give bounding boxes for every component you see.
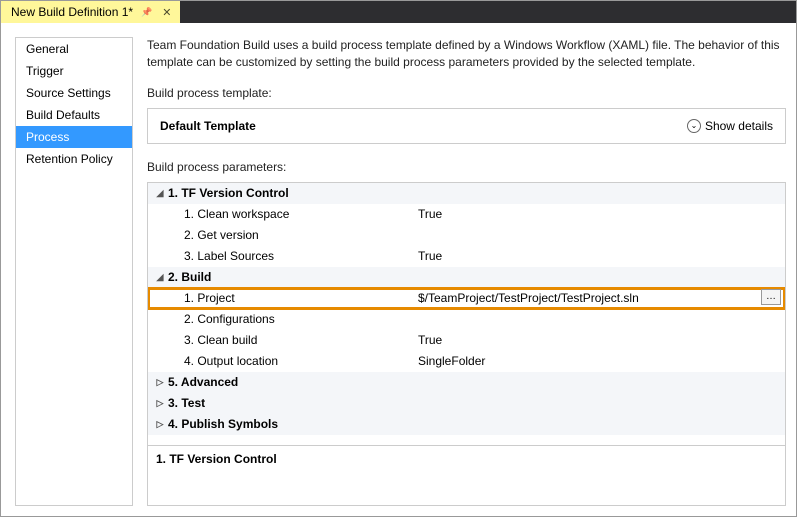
template-box: Default Template ⌄ Show details	[147, 108, 786, 144]
collapse-icon[interactable]: ◢	[154, 188, 166, 199]
sidebar-item-build-defaults[interactable]: Build Defaults	[16, 104, 132, 126]
parameter-row[interactable]: 3. Label Sources True	[148, 246, 785, 267]
sidebar-item-retention-policy[interactable]: Retention Policy	[16, 148, 132, 170]
parameter-value[interactable]: $/TeamProject/TestProject/TestProject.sl…	[418, 291, 639, 305]
expand-icon[interactable]: ▷	[154, 398, 166, 409]
parameter-label: 1. Project	[182, 291, 235, 305]
parameter-row[interactable]: 1. Clean workspace True	[148, 204, 785, 225]
parameter-label: 2. Configurations	[182, 312, 275, 326]
group-label: 5. Advanced	[166, 375, 238, 389]
content-area: GeneralTriggerSource SettingsBuild Defau…	[1, 23, 796, 516]
parameter-label: 1. Clean workspace	[182, 207, 289, 221]
sidebar: GeneralTriggerSource SettingsBuild Defau…	[15, 37, 133, 506]
parameter-label: 3. Label Sources	[182, 249, 274, 263]
group-label: 2. Build	[166, 270, 211, 284]
params-section-label: Build process parameters:	[147, 160, 786, 174]
template-name: Default Template	[160, 119, 256, 133]
parameter-label: 4. Output location	[182, 354, 278, 368]
document-tab[interactable]: New Build Definition 1* 📌 ✕	[1, 1, 180, 23]
group-header[interactable]: ▷5. Advanced	[148, 372, 785, 393]
parameter-row[interactable]: 2. Get version	[148, 225, 785, 246]
parameter-row[interactable]: 3. Clean build True	[148, 330, 785, 351]
expand-icon[interactable]: ▷	[154, 419, 166, 430]
sidebar-item-process[interactable]: Process	[16, 126, 132, 148]
group-header[interactable]: ◢1. TF Version Control	[148, 183, 785, 204]
tab-bar: New Build Definition 1* 📌 ✕	[1, 1, 796, 23]
template-section-label: Build process template:	[147, 86, 786, 100]
group-label: 3. Test	[166, 396, 205, 410]
parameter-value[interactable]: SingleFolder	[418, 354, 485, 368]
sidebar-item-source-settings[interactable]: Source Settings	[16, 82, 132, 104]
parameters-grid: ◢1. TF Version Control1. Clean workspace…	[147, 182, 786, 506]
group-header[interactable]: ◢2. Build	[148, 267, 785, 288]
grid-footer: 1. TF Version Control	[148, 445, 785, 505]
sidebar-item-general[interactable]: General	[16, 38, 132, 60]
show-details-label: Show details	[705, 119, 773, 133]
group-label: 1. TF Version Control	[166, 186, 289, 200]
expand-icon[interactable]: ▷	[154, 377, 166, 388]
parameter-row[interactable]: 4. Output location SingleFolder	[148, 351, 785, 372]
pin-icon[interactable]: 📌	[141, 7, 152, 18]
grid-scroll-area[interactable]: ◢1. TF Version Control1. Clean workspace…	[148, 183, 785, 445]
browse-button[interactable]: …	[761, 289, 781, 305]
parameter-row[interactable]: 2. Configurations	[148, 309, 785, 330]
description-text: Team Foundation Build uses a build proce…	[147, 37, 786, 72]
sidebar-item-trigger[interactable]: Trigger	[16, 60, 132, 82]
main-panel: Team Foundation Build uses a build proce…	[147, 37, 786, 506]
group-header[interactable]: ▷3. Test	[148, 393, 785, 414]
parameter-value[interactable]: True	[418, 333, 442, 347]
chevron-down-icon: ⌄	[687, 119, 701, 133]
show-details-button[interactable]: ⌄ Show details	[687, 119, 773, 133]
parameter-row[interactable]: 1. Project $/TeamProject/TestProject/Test…	[148, 288, 785, 309]
group-header[interactable]: ▷4. Publish Symbols	[148, 414, 785, 435]
parameter-value[interactable]: True	[418, 249, 442, 263]
parameter-label: 2. Get version	[182, 228, 259, 242]
parameter-value[interactable]: True	[418, 207, 442, 221]
tab-title: New Build Definition 1*	[11, 5, 133, 19]
close-icon[interactable]: ✕	[160, 6, 173, 19]
parameter-label: 3. Clean build	[182, 333, 257, 347]
collapse-icon[interactable]: ◢	[154, 272, 166, 283]
group-label: 4. Publish Symbols	[166, 417, 278, 431]
